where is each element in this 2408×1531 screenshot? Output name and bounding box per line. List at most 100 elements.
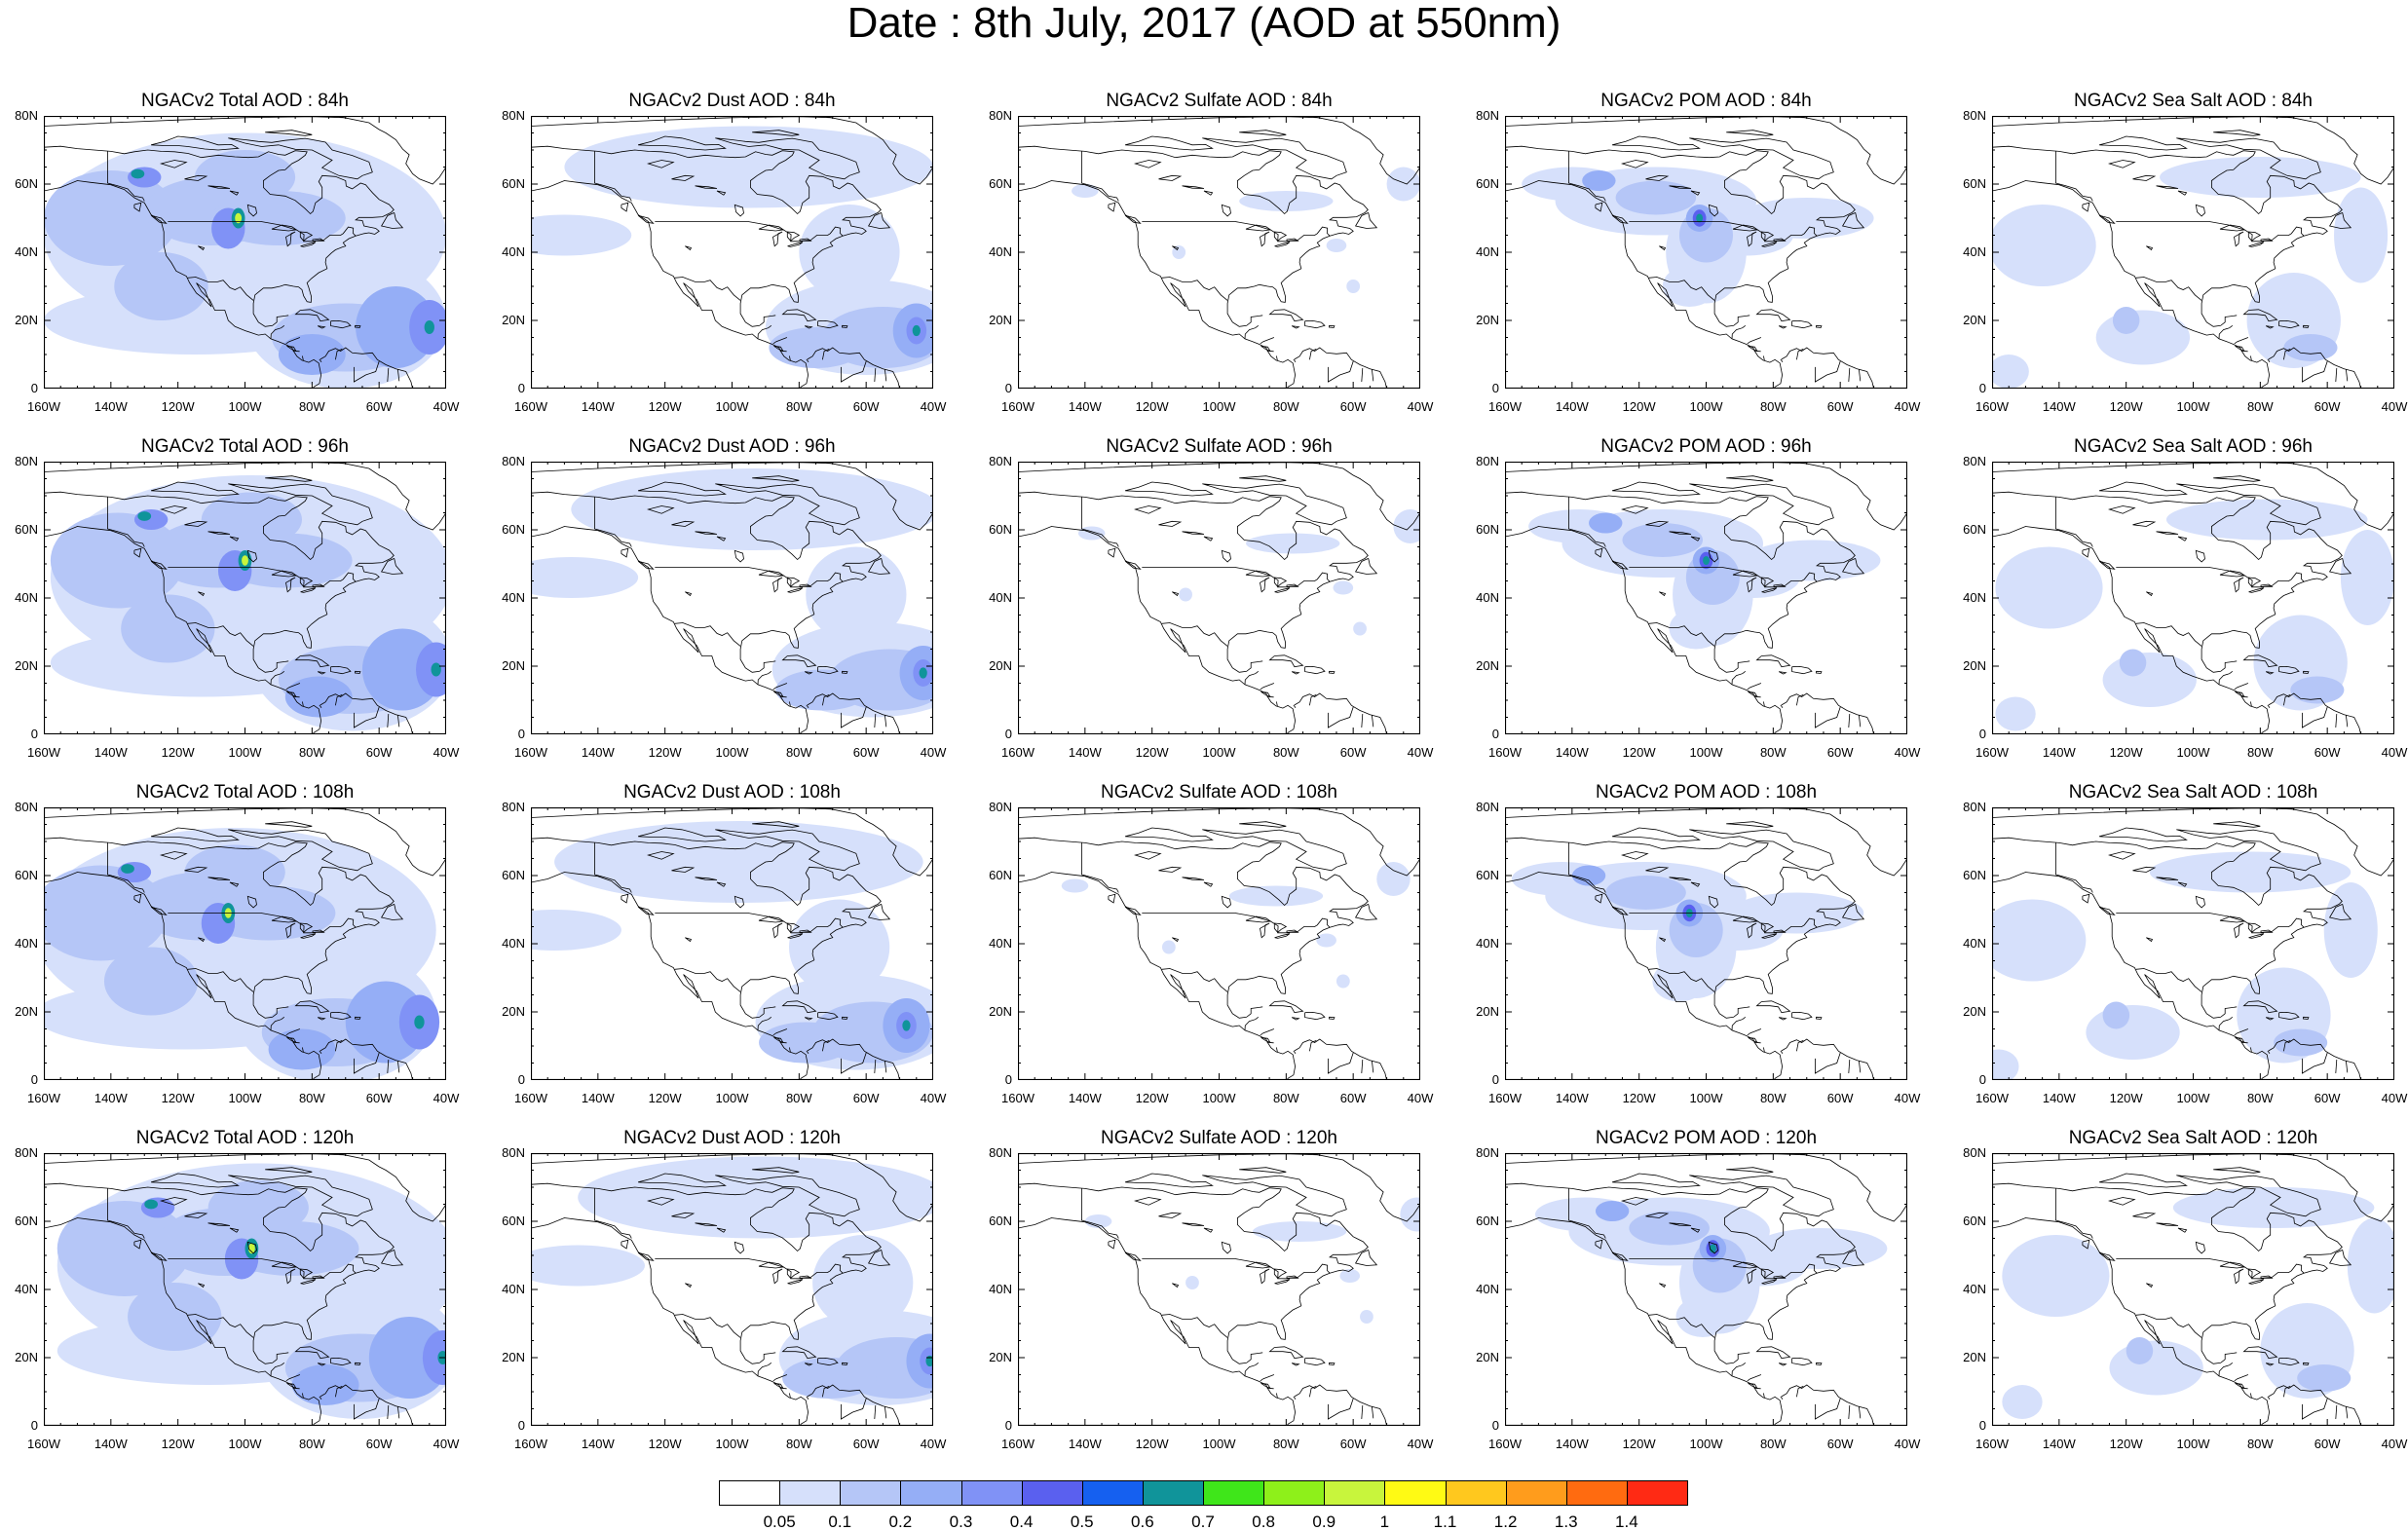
lake-outline: [1172, 591, 1180, 597]
lake-outline: [1708, 1241, 1718, 1254]
panel-title: NGACv2 Total AOD : 96h: [141, 436, 349, 457]
coastline-segment: [1992, 180, 2271, 389]
latitude-tick-label: 0: [1978, 381, 1986, 395]
coastline-segment: [594, 528, 632, 547]
lake-outline: [1182, 185, 1205, 189]
lake-outline: [1621, 505, 1649, 514]
longitude-tick-label: 140W: [2042, 1437, 2076, 1451]
lake-outline: [285, 231, 296, 247]
lake-outline: [1760, 231, 1775, 242]
coastline-segment: [1081, 874, 1119, 893]
coastline-segment: [1595, 547, 1603, 558]
tick-marks: [1018, 116, 1420, 389]
lake-outline: [1645, 866, 1670, 873]
aod-shading: [2340, 530, 2394, 625]
lake-outline: [1158, 520, 1183, 527]
latitude-tick-label: 20N: [1476, 1004, 1499, 1019]
aod-shading: [2334, 187, 2389, 283]
aod-field: [531, 116, 933, 389]
aod-shading: [2102, 1001, 2130, 1029]
lake-outline: [716, 536, 727, 541]
lake-outline: [1669, 185, 1692, 189]
longitude-tick-label: 160W: [514, 399, 547, 414]
coastline-segment: [150, 906, 168, 915]
coastline-segment: [2234, 683, 2249, 691]
longitude-tick-label: 40W: [433, 399, 460, 414]
latitude-tick-label: 80N: [15, 1145, 38, 1160]
aod-shading: [1615, 180, 1697, 215]
colorbar-label: 0.7: [1191, 1512, 1215, 1531]
lake-outline: [285, 922, 296, 939]
coastline-segment: [1260, 683, 1275, 691]
lake-outline: [787, 242, 804, 247]
aod-shading: [291, 1364, 359, 1405]
longitude-tick-label: 80W: [785, 745, 812, 760]
longitude-tick-label: 100W: [228, 1437, 262, 1451]
coastline-segment: [1239, 130, 1287, 136]
lake-outline: [299, 922, 314, 933]
longitude-tick-label: 100W: [2176, 1091, 2210, 1105]
coastline-segment: [2218, 324, 2234, 339]
lake-outline: [1221, 204, 1231, 217]
coastline-segment: [1304, 319, 1326, 329]
coastline-segment: [1292, 671, 1300, 675]
longitude-tick-label: 120W: [161, 745, 195, 760]
lake-outline: [647, 851, 675, 860]
panel-title: NGACv2 Total AOD : 84h: [141, 91, 349, 111]
coastline-segment: [2268, 692, 2362, 734]
longitude-tick-label: 60W: [852, 1437, 880, 1451]
coastline-segment: [2286, 116, 2394, 185]
longitude-tick-label: 100W: [1689, 745, 1723, 760]
lake-outline: [1158, 174, 1183, 181]
coastline-segment: [133, 547, 142, 558]
coastline-segment: [150, 214, 168, 224]
lake-outline: [1172, 937, 1180, 943]
lake-outline: [246, 1241, 257, 1254]
coastline-segment: [637, 906, 655, 915]
coastline-segment: [335, 1040, 343, 1052]
aod-field: [1018, 462, 1420, 734]
lake-outline: [312, 238, 325, 242]
coastline-segment: [1276, 355, 1278, 361]
lake-outline: [2146, 1283, 2154, 1288]
latitude-tick-label: 0: [517, 727, 525, 741]
lake-outline: [1286, 1275, 1299, 1279]
coastline-segment: [354, 1016, 361, 1020]
coastline-segment: [1780, 1050, 1784, 1054]
colorbar-swatch: [719, 1480, 781, 1506]
coastline-segment: [1505, 145, 1856, 327]
latitude-tick-label: 20N: [1476, 1350, 1499, 1364]
aod-shading: [812, 1235, 914, 1330]
coastline-segment: [319, 1396, 322, 1400]
lake-outline: [229, 536, 240, 541]
map-total-96h: [44, 462, 446, 734]
coastline-segment: [1841, 212, 1865, 229]
lake-outline: [184, 866, 208, 873]
aod-shading: [1376, 862, 1411, 896]
coastline-segment: [2328, 558, 2352, 575]
aod-shading: [1072, 184, 1099, 198]
tick-marks: [44, 807, 446, 1080]
lake-outline: [207, 531, 231, 535]
lake-outline: [184, 1212, 208, 1218]
coastline-segment: [621, 202, 629, 212]
panel-title: NGACv2 Total AOD : 108h: [135, 782, 355, 803]
longitude-tick-label: 140W: [2042, 399, 2076, 414]
lake-outline: [1760, 1268, 1775, 1279]
coastline-segment: [1689, 137, 1834, 180]
longitude-tick-label: 80W: [1759, 1437, 1787, 1451]
lake-outline: [312, 1275, 325, 1279]
longitude-tick-label: 160W: [27, 1091, 60, 1105]
coastline-segment: [1568, 1219, 1606, 1239]
lake-outline: [2219, 570, 2246, 578]
coastline-segment: [2301, 360, 2328, 383]
aod-shading: [1589, 512, 1623, 534]
coastline-segment: [1689, 483, 1834, 526]
coastline-segment: [1726, 1167, 1774, 1174]
coastline-segment: [319, 704, 322, 708]
aod-shading: [1353, 621, 1367, 636]
coastline-segment: [594, 874, 632, 893]
lake-outline: [1274, 933, 1291, 939]
aod-shading: [414, 1015, 425, 1029]
longitude-tick-label: 140W: [1068, 399, 1102, 414]
